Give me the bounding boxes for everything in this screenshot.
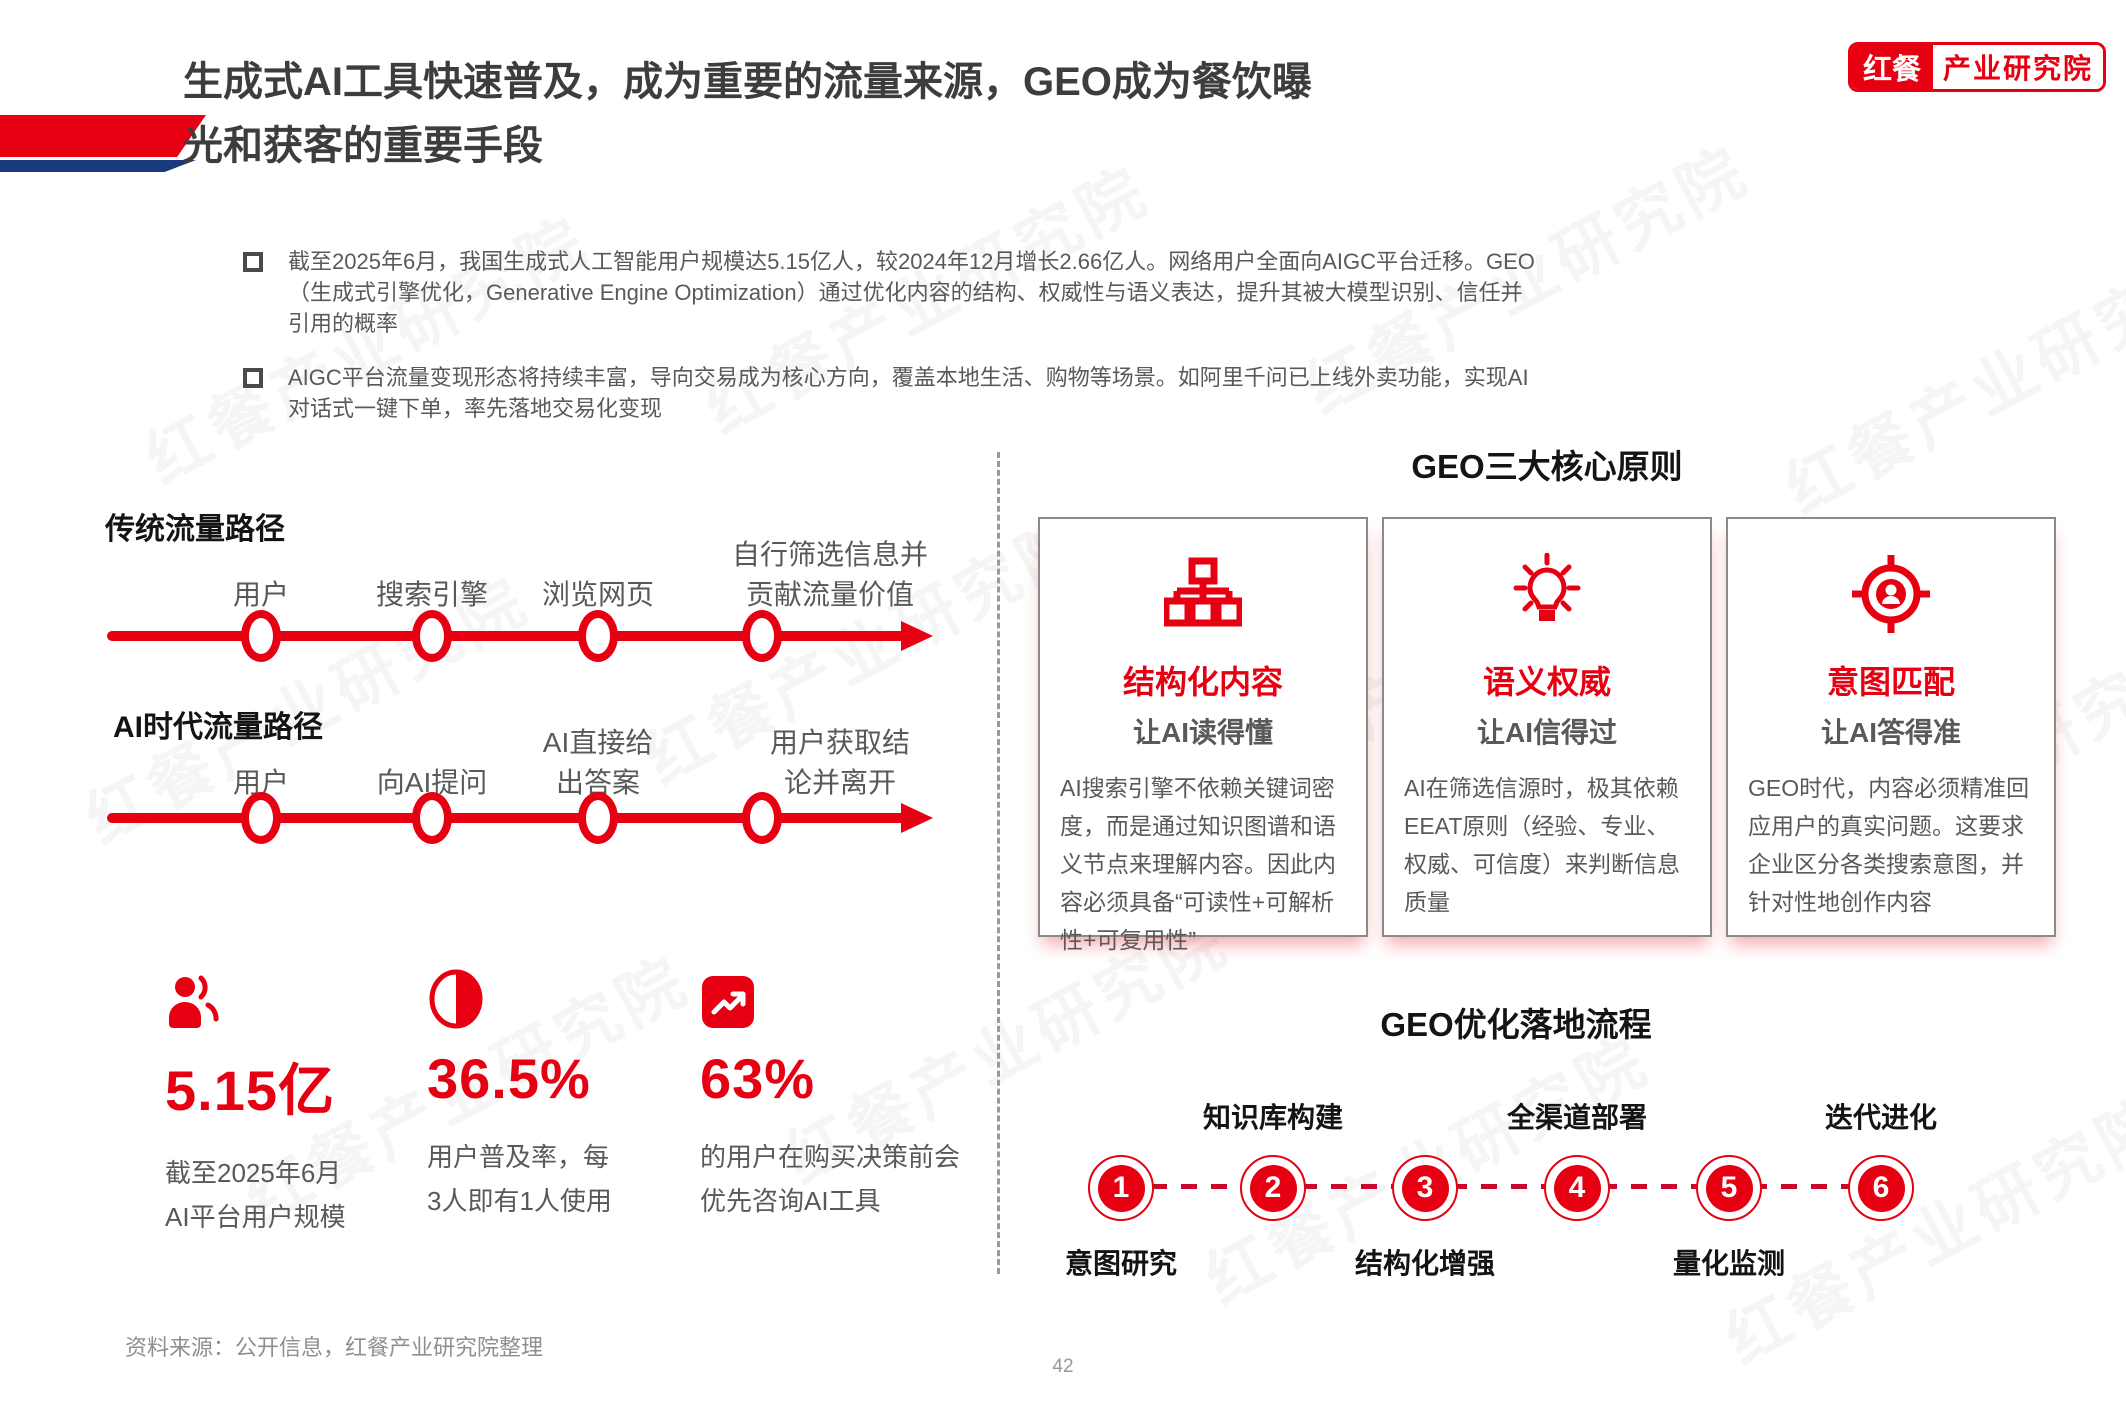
card-title: 意图匹配 [1826, 664, 1955, 700]
principle-card-intent-match: 意图匹配 让AI答得准 GEO时代，内容必须精准回应用户的真实问题。这要求企业区… [1726, 517, 2056, 937]
summary-bullets: 截至2025年6月，我国生成式人工智能用户规模达5.15亿人，较2024年12月… [243, 246, 1563, 447]
process-step-4: 全渠道部署 4 [1507, 1080, 1647, 1300]
flow-node-circle [742, 792, 782, 844]
card-body: GEO时代，内容必须精准回应用户的真实问题。这要求企业区分各类搜索意图，并针对性… [1748, 775, 2030, 915]
card-body: AI在筛选信源时，极其依赖EEAT原则（经验、专业、权威、可信度）来判断信息质量 [1404, 775, 1680, 915]
step-label: 量化监测 [1672, 1248, 1786, 1279]
page-number: 42 [1052, 1356, 1074, 1377]
flow-node-label: 浏览网页 [541, 579, 655, 610]
step-number: 6 [1857, 1164, 1905, 1212]
flow-heading: 传统流量路径 [105, 513, 285, 546]
flow-node-circle [578, 610, 618, 662]
card-title: 语义权威 [1482, 664, 1611, 700]
flow-node-circle [412, 610, 452, 662]
step-label: 结构化增强 [1354, 1248, 1496, 1279]
flow-node-label: 用户 [232, 579, 290, 610]
stat-description: 截至2025年6月 AI平台用户规模 [165, 1158, 346, 1232]
step-circle: 6 [1848, 1155, 1914, 1221]
stat-ai-users: 5.15亿 截至2025年6月 AI平台用户规模 [165, 972, 346, 1239]
step-number: 4 [1553, 1164, 1601, 1212]
step-number: 5 [1705, 1164, 1753, 1212]
bullet-item: 截至2025年6月，我国生成式人工智能用户规模达5.15亿人，较2024年12月… [243, 246, 1563, 339]
bullet-item: AIGC平台流量变现形态将持续丰富，导向交易成为核心方向，覆盖本地生活、购物等场… [243, 362, 1563, 424]
bullet-square-icon [243, 368, 263, 388]
process-step-5: 5 量化监测 [1673, 1080, 1785, 1300]
users-icon [165, 972, 346, 1030]
flow-heading: AI时代流量路径 [113, 711, 323, 744]
flow-node-label: 搜索引擎 [375, 579, 489, 610]
card-title: 结构化内容 [1122, 664, 1283, 700]
ai-era-traffic-flow: AI时代流量路径 用户 向AI提问 AI直接给 出答案 用户获取结 论并离开 [105, 690, 1065, 875]
flow-node-label: 自行筛选信息并 贡献流量价值 [731, 539, 929, 610]
traditional-traffic-flow: 传统流量路径 用户 搜索引擎 浏览网页 自行筛选信息并 贡献流量价值 [105, 498, 1065, 683]
process-step-1: 1 意图研究 [1065, 1080, 1177, 1300]
card-subtitle: 让AI信得过 [1476, 717, 1617, 748]
vertical-dashed-divider [997, 452, 1000, 1274]
step-circle: 3 [1392, 1155, 1458, 1221]
logo-suffix-text: 产业研究院 [1933, 45, 2104, 89]
card-subtitle: 让AI答得准 [1820, 717, 1961, 748]
process-dashed-line [1121, 1184, 1883, 1189]
step-circle: 1 [1088, 1155, 1154, 1221]
principles-section-title: GEO三大核心原则 [1411, 448, 1683, 485]
principle-card-structured-content: 结构化内容 让AI读得懂 AI搜索引擎不依赖关键词密度，而是通过知识图谱和语义节… [1038, 517, 1368, 953]
page-title: 生成式AI工具快速普及，成为重要的流量来源，GEO成为餐饮曝 光和获客的重要手段 [183, 60, 1312, 168]
brand-logo: 红餐 产业研究院 [1848, 42, 2107, 92]
bullet-text: 截至2025年6月，我国生成式人工智能用户规模达5.15亿人，较2024年12月… [288, 249, 1535, 336]
trend-up-icon [700, 972, 960, 1030]
flow-timeline [107, 631, 907, 641]
stat-purchase-consult: 63% 的用户在购买决策前会 优先咨询AI工具 [700, 972, 960, 1223]
stat-value: 5.15亿 [165, 1059, 335, 1122]
logo-brand-text: 红餐 [1851, 45, 1934, 89]
principle-cards: 结构化内容 让AI读得懂 AI搜索引擎不依赖关键词密度，而是通过知识图谱和语义节… [1038, 517, 2056, 953]
step-label: 全渠道部署 [1506, 1102, 1648, 1133]
pie-icon [427, 969, 612, 1030]
bullet-square-icon [243, 252, 263, 272]
principle-card-semantic-authority: 语义权威 让AI信得过 AI在筛选信源时，极其依赖EEAT原则（经验、专业、权威… [1382, 517, 1712, 937]
geo-process-flow: 1 意图研究 知识库构建 2 3 结构化增强 全渠道部署 4 5 [1046, 1080, 2006, 1320]
flow-node-circle [412, 792, 452, 844]
step-number: 3 [1401, 1164, 1449, 1212]
data-source-note: 资料来源：公开信息，红餐产业研究院整理 [125, 1335, 544, 1360]
step-circle: 2 [1240, 1155, 1306, 1221]
arrow-right-icon [901, 621, 933, 651]
sitemap-icon [1040, 553, 1366, 635]
flow-node-circle [241, 792, 281, 844]
target-user-icon [1728, 553, 2054, 635]
process-step-2: 知识库构建 2 [1203, 1080, 1343, 1300]
header-accent-red-shape [0, 115, 206, 157]
process-step-6: 迭代进化 6 [1825, 1080, 1937, 1300]
step-label: 知识库构建 [1202, 1102, 1344, 1133]
stat-description: 的用户在购买决策前会 优先咨询AI工具 [700, 1142, 961, 1216]
flow-node-circle [578, 792, 618, 844]
stat-value: 36.5% [427, 1047, 591, 1110]
arrow-right-icon [901, 803, 933, 833]
lightbulb-icon [1384, 553, 1710, 635]
card-subtitle: 让AI读得懂 [1132, 717, 1273, 748]
stat-description: 用户普及率，每 3人即有1人使用 [427, 1142, 612, 1216]
card-body: AI搜索引擎不依赖关键词密度，而是通过知识图谱和语义节点来理解内容。因此内容必须… [1060, 775, 1336, 953]
bullet-text: AIGC平台流量变现形态将持续丰富，导向交易成为核心方向，覆盖本地生活、购物等场… [288, 365, 1529, 421]
step-number: 2 [1249, 1164, 1297, 1212]
flow-node-circle [742, 610, 782, 662]
process-section-title: GEO优化落地流程 [1380, 1006, 1652, 1043]
step-number: 1 [1097, 1164, 1145, 1212]
flow-node-circle [241, 610, 281, 662]
stat-value: 63% [700, 1047, 816, 1110]
step-circle: 4 [1544, 1155, 1610, 1221]
step-label: 意图研究 [1064, 1248, 1178, 1279]
flow-timeline [107, 813, 907, 823]
step-circle: 5 [1696, 1155, 1762, 1221]
header-accent-blue-shape [0, 160, 196, 172]
flow-node-label: AI直接给 出答案 [542, 727, 654, 798]
step-label: 迭代进化 [1824, 1102, 1938, 1133]
process-step-3: 3 结构化增强 [1355, 1080, 1495, 1300]
stat-penetration-rate: 36.5% 用户普及率，每 3人即有1人使用 [427, 969, 612, 1223]
flow-node-label: 用户获取结 论并离开 [769, 727, 911, 798]
